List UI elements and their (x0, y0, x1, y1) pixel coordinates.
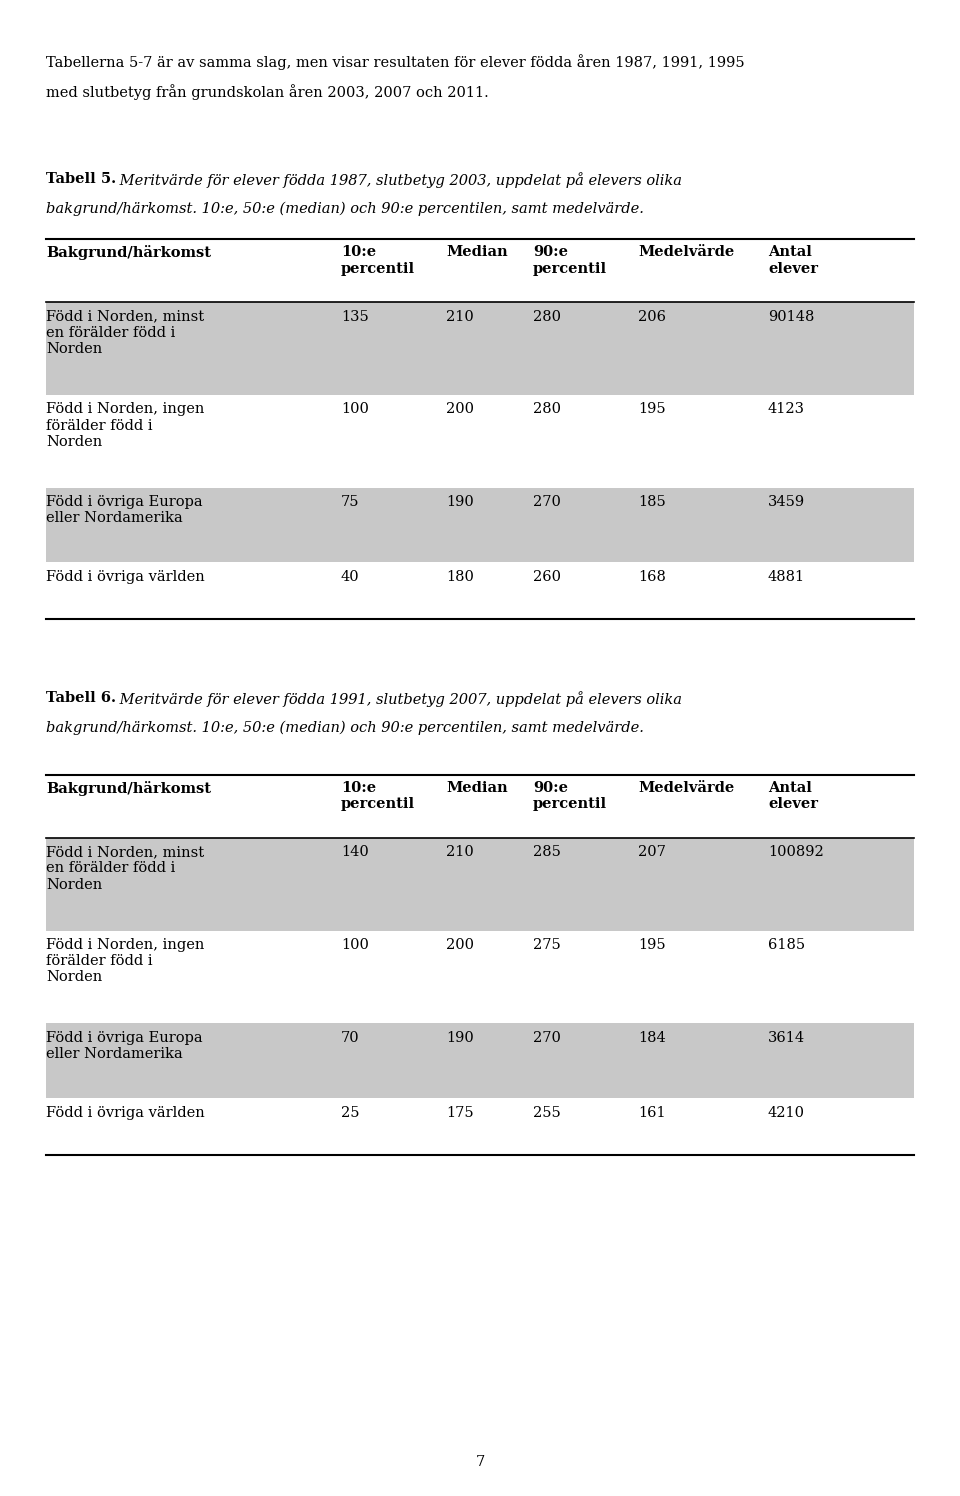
Text: 260: 260 (533, 570, 561, 583)
Text: 210: 210 (446, 310, 474, 323)
Text: Född i Norden, minst
en förälder född i
Norden: Född i Norden, minst en förälder född i … (46, 310, 204, 356)
Text: 175: 175 (446, 1106, 474, 1119)
Text: 3614: 3614 (768, 1031, 805, 1044)
Text: 100: 100 (341, 938, 369, 951)
Text: 40: 40 (341, 570, 359, 583)
Text: 140: 140 (341, 845, 369, 859)
Text: 135: 135 (341, 310, 369, 323)
Text: 10:e
percentil: 10:e percentil (341, 245, 415, 275)
Text: 200: 200 (446, 402, 474, 416)
Text: Tabellerna 5-7 är av samma slag, men visar resultaten för elever födda åren 1987: Tabellerna 5-7 är av samma slag, men vis… (46, 54, 745, 70)
Text: Tabell 5.: Tabell 5. (46, 172, 116, 186)
Text: Antal
elever: Antal elever (768, 781, 818, 811)
Bar (46, 488, 914, 562)
Text: 255: 255 (533, 1106, 561, 1119)
Text: Medelvärde: Medelvärde (638, 245, 734, 259)
Text: 270: 270 (533, 495, 561, 509)
Text: Tabell 6.: Tabell 6. (46, 691, 116, 705)
Text: 275: 275 (533, 938, 561, 951)
Text: 100: 100 (341, 402, 369, 416)
Text: Född i övriga världen: Född i övriga världen (46, 570, 204, 583)
Text: 6185: 6185 (768, 938, 805, 951)
Text: 161: 161 (638, 1106, 666, 1119)
Text: Bakgrund/härkomst: Bakgrund/härkomst (46, 781, 211, 796)
Text: 190: 190 (446, 1031, 474, 1044)
Text: 7: 7 (475, 1456, 485, 1469)
Text: 207: 207 (638, 845, 666, 859)
Text: 210: 210 (446, 845, 474, 859)
Text: 280: 280 (533, 310, 561, 323)
Text: bakgrund/härkomst. 10:e, 50:e (median) och 90:e percentilen, samt medelvärde.: bakgrund/härkomst. 10:e, 50:e (median) o… (46, 721, 644, 736)
Bar (46, 302, 914, 395)
Text: 206: 206 (638, 310, 666, 323)
Text: 70: 70 (341, 1031, 359, 1044)
Text: Medelvärde: Medelvärde (638, 781, 734, 794)
Text: 185: 185 (638, 495, 666, 509)
Text: 10:e
percentil: 10:e percentil (341, 781, 415, 811)
Text: 3459: 3459 (768, 495, 805, 509)
Text: bakgrund/härkomst. 10:e, 50:e (median) och 90:e percentilen, samt medelvärde.: bakgrund/härkomst. 10:e, 50:e (median) o… (46, 202, 644, 217)
Text: 200: 200 (446, 938, 474, 951)
Text: 25: 25 (341, 1106, 359, 1119)
Text: Antal
elever: Antal elever (768, 245, 818, 275)
Text: Född i Norden, ingen
förälder född i
Norden: Född i Norden, ingen förälder född i Nor… (46, 402, 204, 449)
Text: 90:e
percentil: 90:e percentil (533, 781, 607, 811)
Bar (46, 1023, 914, 1098)
Text: 195: 195 (638, 938, 666, 951)
Text: Född i Norden, minst
en förälder född i
Norden: Född i Norden, minst en förälder född i … (46, 845, 204, 892)
Text: 168: 168 (638, 570, 666, 583)
Text: Född i övriga Europa
eller Nordamerika: Född i övriga Europa eller Nordamerika (46, 495, 203, 525)
Bar (46, 838, 914, 931)
Text: 285: 285 (533, 845, 561, 859)
Text: Meritvärde för elever födda 1987, slutbetyg 2003, uppdelat på elevers olika: Meritvärde för elever födda 1987, slutbe… (115, 172, 683, 188)
Text: 100892: 100892 (768, 845, 824, 859)
Text: med slutbetyg från grundskolan åren 2003, 2007 och 2011.: med slutbetyg från grundskolan åren 2003… (46, 84, 489, 100)
Text: 4123: 4123 (768, 402, 805, 416)
Text: Bakgrund/härkomst: Bakgrund/härkomst (46, 245, 211, 260)
Text: Meritvärde för elever födda 1991, slutbetyg 2007, uppdelat på elevers olika: Meritvärde för elever födda 1991, slutbe… (115, 691, 683, 708)
Text: Född i Norden, ingen
förälder född i
Norden: Född i Norden, ingen förälder född i Nor… (46, 938, 204, 984)
Text: 280: 280 (533, 402, 561, 416)
Text: Median: Median (446, 781, 508, 794)
Text: 195: 195 (638, 402, 666, 416)
Text: Född i övriga världen: Född i övriga världen (46, 1106, 204, 1119)
Text: 270: 270 (533, 1031, 561, 1044)
Text: Född i övriga Europa
eller Nordamerika: Född i övriga Europa eller Nordamerika (46, 1031, 203, 1061)
Text: 90148: 90148 (768, 310, 814, 323)
Text: 184: 184 (638, 1031, 666, 1044)
Text: 180: 180 (446, 570, 474, 583)
Text: 75: 75 (341, 495, 359, 509)
Text: 4210: 4210 (768, 1106, 805, 1119)
Text: Median: Median (446, 245, 508, 259)
Text: 4881: 4881 (768, 570, 805, 583)
Text: 190: 190 (446, 495, 474, 509)
Text: 90:e
percentil: 90:e percentil (533, 245, 607, 275)
